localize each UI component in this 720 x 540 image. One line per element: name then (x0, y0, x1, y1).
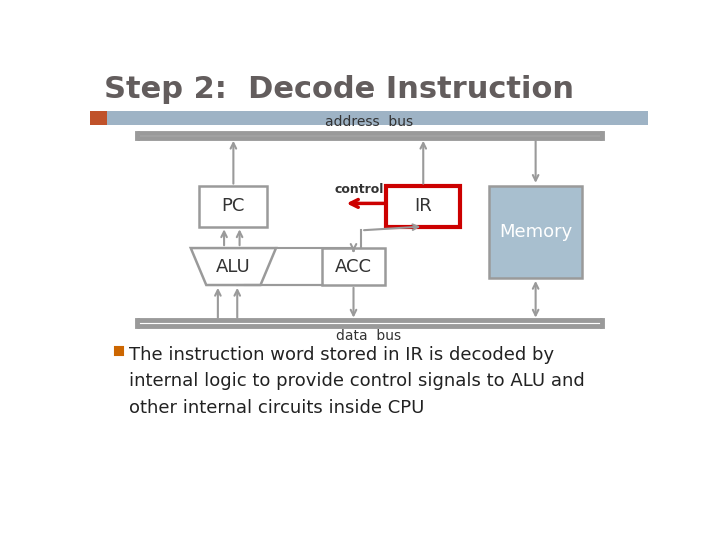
Text: Memory: Memory (499, 223, 572, 241)
Text: data  bus: data bus (336, 329, 402, 343)
Bar (90, 111, 107, 125)
Text: IR: IR (415, 198, 432, 215)
Bar (114, 347, 122, 355)
Text: ALU: ALU (216, 258, 251, 275)
Text: The instruction word stored in IR is decoded by
internal logic to provide contro: The instruction word stored in IR is dec… (129, 346, 585, 417)
Bar (322, 248, 385, 285)
Text: ACC: ACC (335, 258, 372, 275)
Text: control: control (335, 183, 384, 195)
Text: address  bus: address bus (325, 116, 413, 130)
Text: Step 2:  Decode Instruction: Step 2: Decode Instruction (104, 75, 574, 104)
Text: PC: PC (222, 198, 245, 215)
Bar (90, 111, 648, 125)
Bar (387, 186, 460, 226)
Bar (199, 186, 267, 226)
Polygon shape (191, 248, 276, 285)
Bar (489, 186, 582, 278)
